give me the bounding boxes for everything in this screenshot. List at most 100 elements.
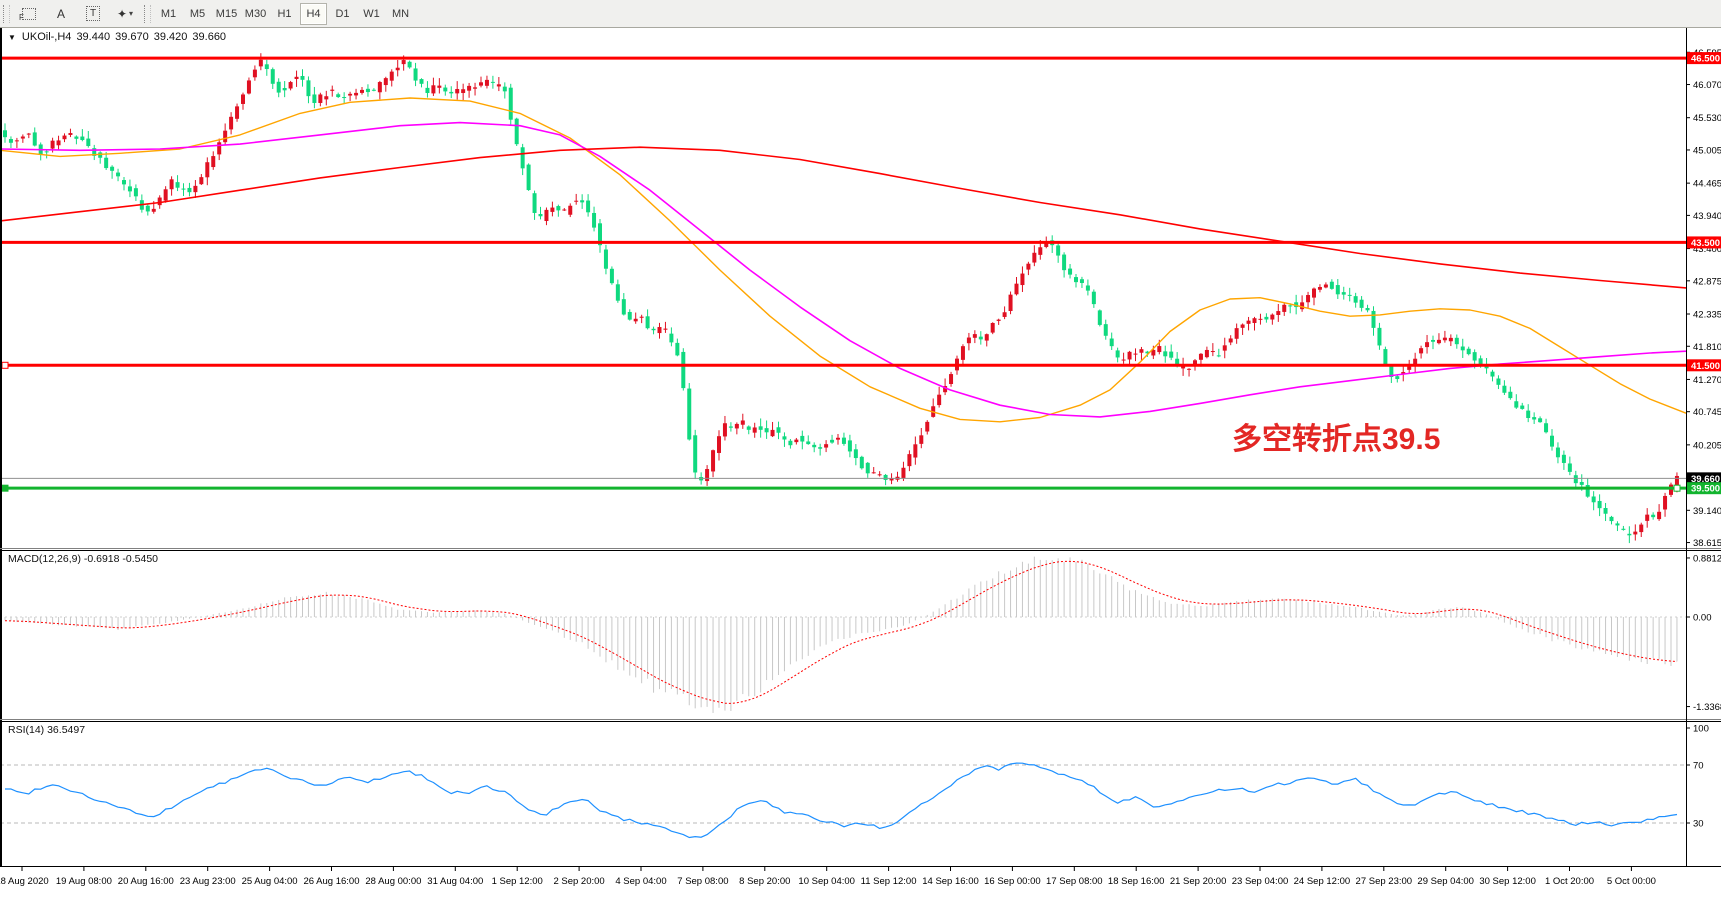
dropdown-caret-icon[interactable]: ▾ [129,9,134,18]
timeframe-button-m30[interactable]: M30 [244,7,267,20]
shapes-tool-icon[interactable]: ✦ ▾ [116,6,134,21]
candle-body [1550,435,1554,447]
candle-body [889,478,894,481]
candle-body [1246,320,1251,324]
candle-body [252,69,257,78]
candle-body [467,85,472,91]
candle-body [1323,284,1328,288]
fibonacci-tool-icon[interactable]: F [14,2,44,25]
candle-body [1187,368,1192,370]
candle-body [1585,485,1590,497]
candle-body [1335,285,1340,295]
candle-body [50,140,55,149]
price-axis: 46.59546.07045.53045.00544.46543.94043.4… [1686,48,1721,830]
candle-body [883,474,888,480]
candle-body [1121,359,1126,361]
timeframe-button-w1[interactable]: W1 [363,7,380,20]
macd-tick-label: -1.3368 [1693,702,1721,713]
candle-body [145,205,150,212]
price-tick-label: 43.940 [1693,211,1721,222]
candle-body [621,299,626,315]
candle-body [288,82,293,89]
candle-body [122,180,126,185]
candle-body [907,454,912,467]
candle-body [74,136,79,139]
candle-body [740,420,745,425]
candle-body [383,78,388,86]
candle-body [1466,348,1471,355]
candle-body [1276,311,1281,315]
candle-body [1008,294,1013,312]
timeframe-button-m1[interactable]: M1 [160,7,177,20]
candle-body [217,142,222,155]
time-tick-label: 1 Oct 20:00 [1545,876,1594,887]
candle-body [437,85,442,88]
ohlc-low: 39.420 [153,31,188,43]
candle-body [330,89,335,91]
candle-body [127,186,132,192]
toolbar-grip[interactable] [3,4,10,23]
candle-body [26,133,31,135]
hline-price-badge-label: 41.500 [1691,361,1720,372]
candle-body [550,207,555,212]
candle-body [657,327,662,334]
candle-body [110,166,115,171]
hline-right-handle[interactable] [1673,484,1681,492]
time-tick-label: 25 Aug 04:00 [242,876,298,887]
candle-body [574,200,579,202]
candle-body [187,187,192,193]
hline-left-handle[interactable] [1,484,9,492]
hline-price-badge-label: 43.500 [1691,238,1720,249]
candle-body [592,212,597,228]
candle-body [1079,279,1084,283]
candle-body [1389,366,1394,378]
candle-body [508,87,513,120]
time-tick-label: 5 Oct 00:00 [1607,876,1656,887]
candle-body [782,436,787,440]
timeframe-button-h4[interactable]: H4 [300,2,327,25]
time-tick-label: 29 Sep 04:00 [1417,876,1474,887]
candle-body [1413,358,1418,367]
candle-body [1633,531,1638,535]
hline-left-handle[interactable] [1,361,9,369]
candle-body [312,94,317,103]
candle-body [1425,342,1430,348]
candle-body [116,172,121,177]
candle-body [1502,385,1507,393]
symbol-dropdown-icon[interactable]: ▼ [8,32,16,42]
time-tick-label: 16 Sep 00:00 [984,876,1041,887]
candle-body [1555,447,1560,458]
candle-body [812,444,817,448]
candle-body [859,456,864,469]
candle-body [544,209,549,221]
timeframe-button-m5[interactable]: M5 [189,7,206,20]
timeframe-button-m15[interactable]: M15 [215,7,238,20]
timeframe-button-mn[interactable]: MN [391,7,410,20]
candle-body [377,82,382,93]
rsi-label: RSI(14) 36.5497 [8,724,86,736]
text-box-tool-icon[interactable]: T [78,2,108,25]
candle-body [336,94,341,98]
candle-body [56,140,61,146]
candle-body [758,426,763,430]
candle-body [675,342,680,356]
annotation-text[interactable]: 多空转折点39.5 [1232,423,1441,456]
candle-body [1615,523,1620,526]
candle-body [193,185,198,193]
candle-body [1133,353,1138,355]
price-tick-label: 45.530 [1693,113,1721,124]
candle-body [157,197,162,206]
time-tick-label: 18 Sep 16:00 [1108,876,1165,887]
text-label-tool-icon[interactable]: A [56,6,65,21]
candle-body [502,86,507,92]
candle-body [1264,316,1269,320]
candle-body [324,96,329,100]
toolbar-grip[interactable] [144,4,151,23]
candle-body [532,193,537,213]
timeframe-button-h1[interactable]: H1 [277,7,292,20]
candle-body [1645,514,1650,521]
candle-body [1026,263,1031,270]
candle-body [990,322,995,333]
timeframe-button-d1[interactable]: D1 [335,7,350,20]
